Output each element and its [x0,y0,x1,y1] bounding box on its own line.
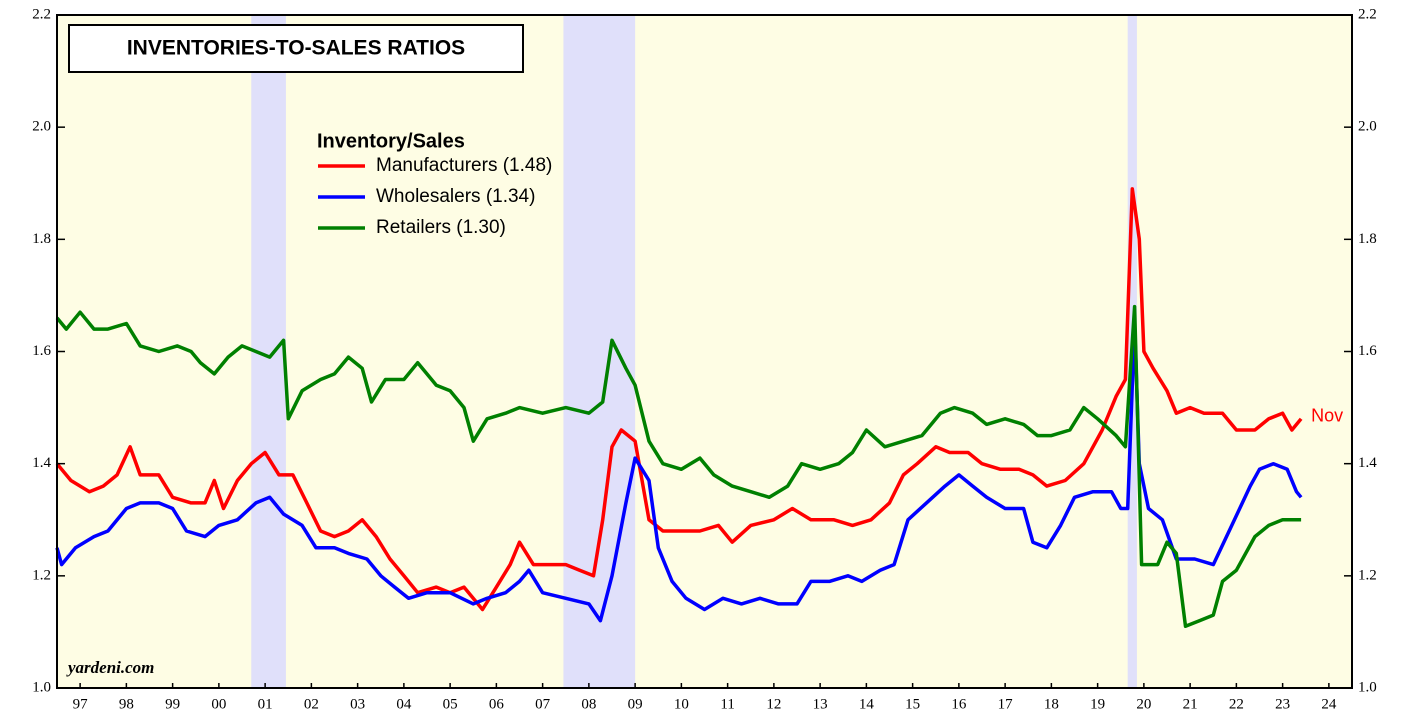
x-tick-label: 05 [443,696,458,712]
x-tick-label: 22 [1229,696,1244,712]
legend-label: Manufacturers (1.48) [376,155,552,176]
x-tick-label: 24 [1321,696,1337,712]
y-tick-label: 1.6 [32,343,51,359]
y-tick-label: 1.4 [32,455,51,471]
x-tick-label: 06 [489,696,505,712]
y2-tick-label: 2.2 [1358,6,1377,22]
y-tick-label: 1.8 [32,231,51,247]
series-line [55,321,1303,623]
x-tick-label: 11 [720,696,734,712]
x-tick-label: 01 [258,696,273,712]
x-tick-label: 12 [766,696,781,712]
x-tick-label: 99 [165,696,180,712]
x-tick-label: 97 [73,696,89,712]
lines [55,187,1303,629]
y2-tick-label: 1.0 [1358,679,1377,695]
y2-tick-label: 2.0 [1358,119,1377,135]
title-box [68,24,524,73]
x-tick-label: 15 [905,696,920,712]
x-tick-label: 21 [1183,696,1198,712]
x-tick-label: 16 [951,696,967,712]
legend-label: Wholesalers (1.34) [376,186,535,207]
x-tick-label: 00 [211,696,226,712]
legend-title: Inventory/Sales [317,130,465,152]
series-line [55,187,1303,612]
x-tick-label: 08 [581,696,596,712]
source: yardeni.com [66,658,154,677]
x-tick-label: 17 [998,696,1014,712]
x-tick-label: 18 [1044,696,1059,712]
x-tick-label: 07 [535,696,551,712]
y-tick-label: 1.2 [32,567,51,583]
x-tick-label: 23 [1275,696,1290,712]
x-tick-label: 02 [304,696,319,712]
recession [563,15,636,688]
y2-tick-label: 1.8 [1358,231,1377,247]
chart-title: INVENTORIES-TO-SALES RATIOS [127,37,465,60]
x-tick-label: 09 [628,696,643,712]
x-tick-label: 04 [396,696,412,712]
y2-tick-label: 1.2 [1358,567,1377,583]
x-tick-label: 14 [859,696,875,712]
series-line [55,304,1302,629]
y-tick-label: 1.0 [32,679,51,695]
x-tick-label: 13 [813,696,828,712]
end-label: Nov [1311,406,1343,426]
x-tick-label: 10 [674,696,689,712]
x-tick-label: 98 [119,696,134,712]
x-tick-label: 03 [350,696,365,712]
y-tick-label: 2.0 [32,119,51,135]
y2-tick-label: 1.4 [1358,455,1377,471]
x-tick-label: 19 [1090,696,1105,712]
legend-label: Retailers (1.30) [376,217,506,238]
y2-tick-label: 1.6 [1358,343,1377,359]
x-tick-label: 20 [1136,696,1151,712]
y-tick-label: 2.2 [32,6,51,22]
